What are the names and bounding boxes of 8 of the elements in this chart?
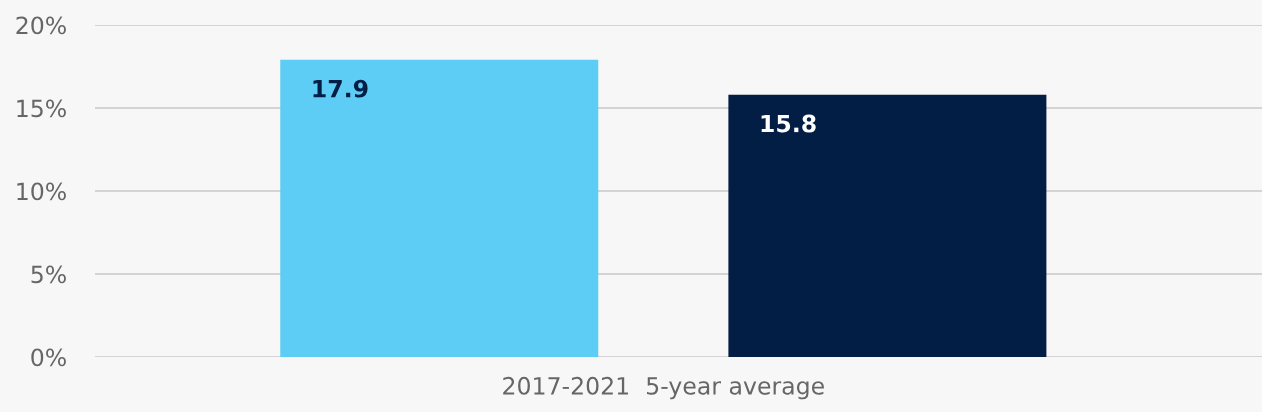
y-tick-label: 0% [31,348,66,367]
x-tick-label: 2017-2021 5-year average [503,376,824,400]
y-tick-label: 5% [31,265,66,284]
y-tick-label: 20% [16,16,66,35]
data-label: 15.8 [761,114,816,133]
data-label: 17.9 [313,79,368,98]
y-tick-label: 15% [17,99,66,118]
y-tick-label: 10% [17,182,66,201]
